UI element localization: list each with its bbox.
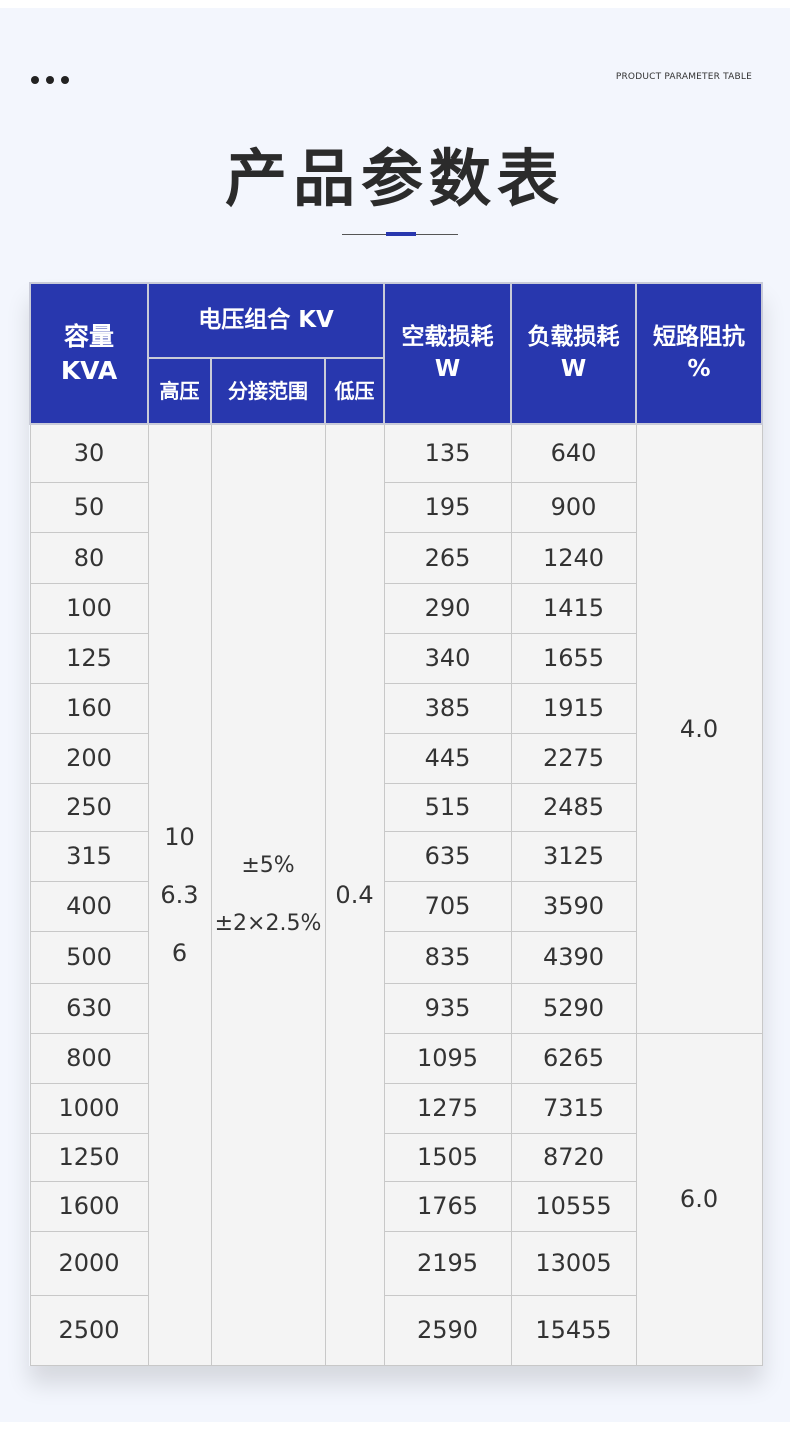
capacity-cell: 200 (29, 732, 149, 784)
table-row: 2500 2590 15455 (29, 1294, 762, 1366)
lv-cell: 0.4 (324, 423, 385, 1366)
noload-loss-cell: 1095 (383, 1032, 512, 1084)
tap-cell: ±5% ±2×2.5% (210, 423, 326, 1366)
noload-loss-cell: 445 (383, 732, 512, 784)
capacity-cell: 160 (29, 682, 149, 734)
noload-loss-cell: 2590 (383, 1294, 512, 1366)
capacity-cell: 80 (29, 531, 149, 584)
english-label: PRODUCT PARAMETER TABLE (615, 72, 752, 82)
table-row: 30 10 6.3 6 ±5% ±2×2.5% 0.4 135 640 4.0 (29, 423, 763, 1366)
capacity-cell: 630 (29, 982, 149, 1034)
table-row: 1250 1505 8720 (29, 1132, 762, 1182)
capacity-cell: 50 (29, 481, 149, 533)
load-loss-cell: 1915 (510, 682, 637, 734)
parameter-table: 容量 KVA 电压组合 KV 空载损耗 W 负载损耗 W 短路阻抗% 高压 分接范围 … (29, 282, 764, 1366)
header-hv: 高压 (147, 357, 212, 425)
table-row: 100 290 1415 (29, 582, 762, 634)
page-title: 产品参数表 (224, 142, 565, 215)
table-row: 125 340 1655 (29, 632, 762, 684)
noload-loss-cell: 2195 (383, 1230, 512, 1296)
load-loss-cell: 15455 (510, 1294, 637, 1366)
table-row: 250 515 2485 (29, 782, 762, 832)
noload-loss-cell: 515 (383, 782, 512, 832)
capacity-cell: 100 (29, 582, 149, 634)
noload-loss-cell: 135 (383, 423, 512, 483)
noload-loss-cell: 1505 (383, 1132, 512, 1182)
table-row: 200 445 2275 (29, 732, 762, 784)
load-loss-cell: 8720 (510, 1132, 637, 1182)
capacity-cell: 2500 (29, 1294, 149, 1366)
load-loss-cell: 5290 (510, 982, 637, 1034)
load-loss-cell: 1655 (510, 632, 637, 684)
noload-loss-cell: 265 (383, 531, 512, 584)
noload-loss-cell: 1275 (383, 1082, 512, 1134)
table-row: 80 265 1240 (29, 531, 762, 584)
noload-loss-cell: 935 (383, 982, 512, 1034)
capacity-cell: 125 (29, 632, 149, 684)
load-loss-cell: 1415 (510, 582, 637, 634)
header-voltage-group: 电压组合 KV (146, 282, 386, 359)
noload-loss-cell: 340 (383, 632, 512, 684)
capacity-cell: 1600 (29, 1180, 149, 1232)
noload-loss-cell: 635 (383, 830, 512, 882)
capacity-cell: 2000 (29, 1230, 149, 1296)
header-tap: 分接范围 (210, 357, 326, 425)
capacity-cell: 800 (29, 1032, 149, 1084)
load-loss-cell: 2275 (510, 732, 637, 784)
impedance-cell: 4.0 (635, 423, 763, 1034)
load-loss-cell: 640 (510, 423, 637, 483)
table-row: 400 705 3590 (29, 880, 762, 932)
header-capacity: 容量 KVA (29, 282, 149, 425)
noload-loss-cell: 195 (383, 481, 512, 533)
table-row: 500 835 4390 (29, 930, 762, 984)
load-loss-cell: 2485 (510, 782, 637, 832)
table-row: 800 1095 6265 6.0 (29, 1032, 763, 1366)
impedance-cell: 6.0 (635, 1032, 763, 1366)
more-dots-icon (31, 76, 69, 84)
load-loss-cell: 6265 (510, 1032, 637, 1084)
title-divider-accent (386, 232, 416, 236)
load-loss-cell: 1240 (510, 531, 637, 584)
load-loss-cell: 10555 (510, 1180, 637, 1232)
capacity-cell: 500 (29, 930, 149, 984)
noload-loss-cell: 1765 (383, 1180, 512, 1232)
capacity-cell: 250 (29, 782, 149, 832)
header-load-loss: 负载损耗 W (510, 282, 638, 425)
noload-loss-cell: 290 (383, 582, 512, 634)
table-row: 2000 2195 13005 (29, 1230, 762, 1296)
noload-loss-cell: 705 (383, 880, 512, 932)
table-row: 315 635 3125 (29, 830, 762, 882)
table-row: 630 935 5290 (29, 982, 762, 1034)
capacity-cell: 400 (29, 880, 149, 932)
header-lv: 低压 (323, 357, 386, 425)
capacity-cell: 315 (29, 830, 149, 882)
load-loss-cell: 7315 (510, 1082, 637, 1134)
load-loss-cell: 900 (510, 481, 637, 533)
noload-loss-cell: 835 (383, 930, 512, 984)
load-loss-cell: 4390 (510, 930, 637, 984)
table-row: 160 385 1915 (29, 682, 762, 734)
capacity-cell: 30 (29, 423, 149, 483)
hv-cell: 10 6.3 6 (147, 423, 212, 1366)
load-loss-cell: 13005 (510, 1230, 637, 1296)
header-impedance: 短路阻抗% (635, 282, 764, 425)
capacity-cell: 1250 (29, 1132, 149, 1182)
noload-loss-cell: 385 (383, 682, 512, 734)
load-loss-cell: 3590 (510, 880, 637, 932)
load-loss-cell: 3125 (510, 830, 637, 882)
capacity-cell: 1000 (29, 1082, 149, 1134)
header-noload-loss: 空载损耗 W (383, 282, 513, 425)
table-row: 1000 1275 7315 (29, 1082, 762, 1134)
table-row: 50 195 900 (29, 481, 762, 533)
